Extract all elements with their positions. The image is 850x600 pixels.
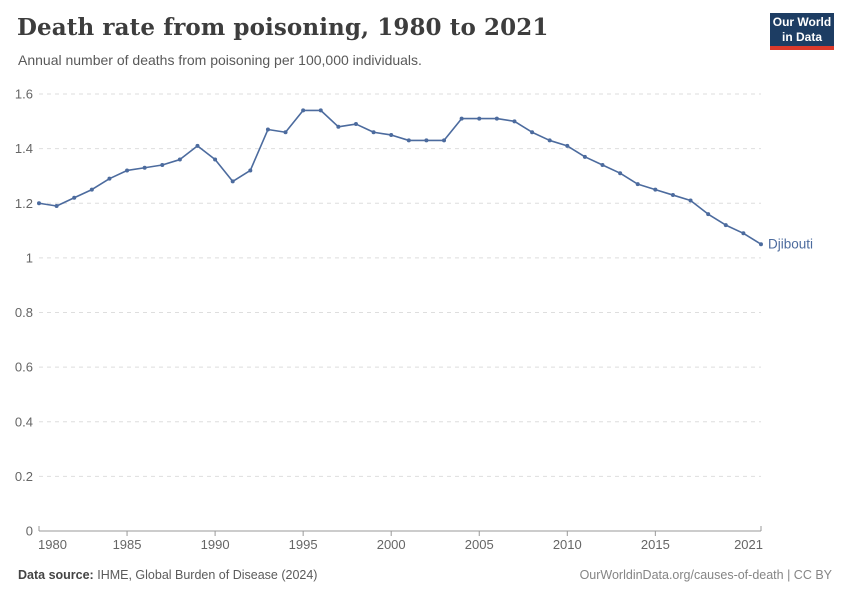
y-axis-tick-label: 1.2 — [15, 196, 33, 211]
data-point — [353, 122, 358, 127]
data-point — [530, 130, 535, 135]
data-point — [670, 193, 675, 198]
x-axis-tick-label: 1995 — [289, 537, 318, 552]
data-point — [653, 187, 658, 192]
data-point — [125, 168, 130, 173]
data-point — [723, 223, 728, 228]
y-axis-tick-label: 0 — [26, 524, 33, 539]
data-point — [688, 198, 693, 203]
data-point — [336, 124, 341, 129]
data-point — [389, 132, 394, 137]
data-point — [107, 176, 112, 181]
y-axis-tick-label: 0.6 — [15, 360, 33, 375]
credit-link: OurWorldinData.org/causes-of-death | CC … — [579, 568, 832, 582]
data-point — [494, 116, 499, 121]
data-point — [618, 171, 623, 176]
owid-logo-line2: in Data — [781, 29, 822, 44]
data-source-text: IHME, Global Burden of Disease (2024) — [97, 568, 318, 582]
owid-logo: Our World in Data — [770, 13, 834, 50]
data-point — [283, 130, 288, 135]
data-point — [406, 138, 411, 143]
y-axis-tick-label: 1.6 — [15, 87, 33, 102]
x-axis-tick-label: 2021 — [734, 537, 763, 552]
data-point — [213, 157, 218, 162]
data-point — [72, 195, 77, 200]
x-axis-tick-label: 2015 — [641, 537, 670, 552]
data-point — [301, 108, 306, 113]
x-axis-tick-label: 1990 — [201, 537, 230, 552]
data-point — [565, 143, 570, 148]
data-point — [318, 108, 323, 113]
data-point — [582, 154, 587, 159]
chart-subtitle: Annual number of deaths from poisoning p… — [18, 52, 422, 68]
data-point — [142, 165, 147, 170]
data-point — [547, 138, 552, 143]
data-point — [230, 179, 235, 184]
owid-logo-line1: Our World — [772, 15, 832, 30]
data-point — [89, 187, 94, 192]
series-line — [38, 109, 762, 246]
y-axis-tick-label: 1 — [26, 250, 33, 265]
y-axis-tick-label: 0.4 — [15, 414, 33, 429]
x-axis-tick-label: 1980 — [38, 537, 67, 552]
data-source: Data source: IHME, Global Burden of Dise… — [18, 568, 317, 582]
data-point — [371, 130, 376, 135]
y-axis-tick-label: 1.4 — [15, 141, 33, 156]
data-point — [477, 116, 482, 121]
data-point — [459, 116, 464, 121]
data-point — [706, 212, 711, 217]
data-point — [177, 157, 182, 162]
data-point — [248, 168, 253, 173]
data-point — [635, 182, 640, 187]
series-label: Djibouti — [768, 237, 813, 252]
x-axis-tick-label: 2005 — [465, 537, 494, 552]
chart-footer: Data source: IHME, Global Burden of Dise… — [18, 568, 832, 582]
data-point — [512, 119, 517, 124]
y-axis-tick-label: 0.2 — [15, 469, 33, 484]
data-point — [54, 203, 59, 208]
data-point — [600, 163, 605, 168]
data-point — [442, 138, 447, 143]
data-point — [195, 143, 200, 148]
data-point — [741, 231, 746, 236]
y-axis-tick-label: 0.8 — [15, 305, 33, 320]
data-source-label: Data source: — [18, 568, 94, 582]
data-point — [759, 242, 763, 247]
data-point — [37, 201, 41, 206]
data-point — [424, 138, 429, 143]
data-point — [265, 127, 270, 132]
x-axis-tick-label: 1985 — [113, 537, 142, 552]
x-axis-tick-label: 2010 — [553, 537, 582, 552]
page-title: Death rate from poisoning, 1980 to 2021 — [17, 14, 549, 41]
x-axis-tick-label: 2000 — [377, 537, 406, 552]
data-point — [160, 163, 165, 168]
